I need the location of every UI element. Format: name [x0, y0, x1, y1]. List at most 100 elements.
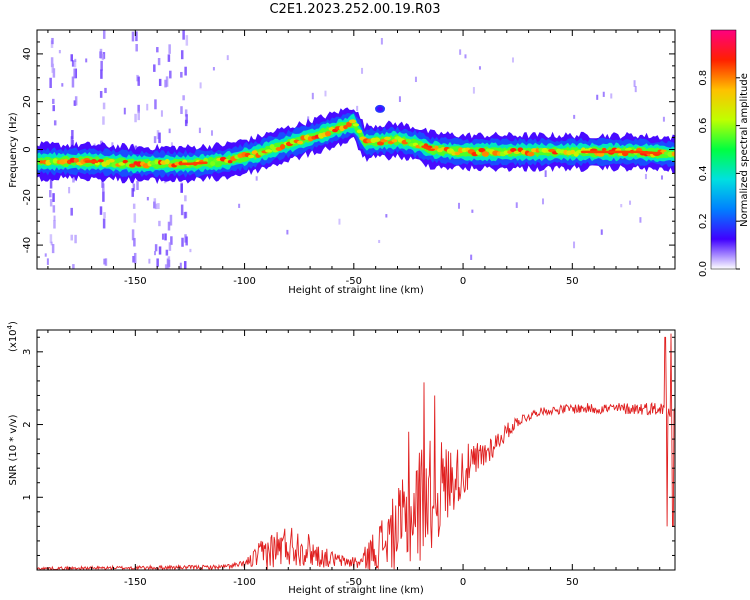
- noise-speckle: [103, 212, 106, 219]
- bottom-y-tick-label: 2: [22, 421, 33, 427]
- noise-speckle: [102, 116, 105, 125]
- ridge-blob: [324, 131, 332, 137]
- noise-speckle: [136, 180, 139, 190]
- noise-speckle: [137, 104, 140, 113]
- noise-speckle: [52, 193, 55, 202]
- ridge-blob: [348, 119, 357, 124]
- noise-speckle: [146, 196, 149, 201]
- noise-speckle: [226, 55, 229, 61]
- noise-speckle: [71, 60, 75, 67]
- spectral-ridge: [37, 104, 675, 184]
- noise-speckle: [49, 198, 53, 207]
- bottom-x-tick-label: 50: [566, 577, 579, 588]
- colorbar-tick-label: 0.8: [698, 70, 709, 86]
- top-x-label: Height of straight line (km): [288, 285, 424, 296]
- noise-speckle: [123, 107, 126, 115]
- colorbar-gradient: [710, 29, 737, 270]
- bottom-x-axis: -150 -100 -50 0 50: [47, 330, 661, 588]
- ridge-blob: [671, 151, 675, 157]
- noise-speckle: [511, 57, 514, 63]
- colorbar: 0.0 0.2 0.4 0.6 0.8 Normalized spectral ampl…: [698, 29, 750, 277]
- noise-speckle: [72, 264, 75, 269]
- noise-speckle: [44, 253, 47, 257]
- noise-speckle: [131, 31, 135, 42]
- noise-speckle: [620, 204, 623, 208]
- noise-speckle: [338, 218, 341, 225]
- noise-speckle: [153, 64, 156, 72]
- noise-speckle: [49, 190, 52, 198]
- noise-speckle: [184, 195, 187, 202]
- noise-speckle: [470, 254, 473, 260]
- colorbar-tick-label: 0.6: [698, 118, 709, 134]
- noise-speckle: [146, 103, 149, 111]
- noise-speckle: [165, 249, 169, 256]
- bottom-x-tick-label: -150: [124, 577, 147, 588]
- noise-speckle: [414, 76, 417, 83]
- noise-speckle: [102, 102, 106, 110]
- noise-speckle: [154, 99, 157, 110]
- noise-speckle: [103, 258, 106, 265]
- figure-title: C2E1.2023.252.00.19.R03: [269, 2, 441, 17]
- ridge-blob: [454, 151, 461, 156]
- noise-speckle: [660, 175, 663, 180]
- noise-speckle: [158, 132, 161, 144]
- ridge-blob: [343, 125, 348, 130]
- noise-speckle: [161, 233, 164, 240]
- noise-speckle: [131, 188, 134, 197]
- noise-speckle: [73, 68, 76, 79]
- noise-speckle: [464, 54, 467, 59]
- bottom-y-scale: (x104): [6, 321, 19, 352]
- top-y-tick-label: -40: [22, 237, 33, 253]
- noise-speckle: [167, 259, 170, 267]
- noise-speckle: [53, 215, 56, 221]
- noise-speckle: [324, 90, 327, 97]
- noise-speckle: [104, 258, 108, 266]
- noise-speckle: [167, 54, 171, 62]
- noise-speckle: [182, 30, 185, 40]
- noise-speckle: [99, 91, 103, 98]
- snr-line: [37, 333, 675, 570]
- noise-speckle: [385, 214, 388, 218]
- noise-speckle: [73, 100, 77, 106]
- noise-speckle: [156, 47, 159, 53]
- noise-speckle: [629, 200, 632, 205]
- noise-speckle: [544, 170, 547, 177]
- noise-speckle: [49, 77, 52, 88]
- noise-speckle: [104, 87, 107, 94]
- noise-speckle: [137, 111, 140, 121]
- noise-speckle: [164, 79, 167, 88]
- noise-speckle: [52, 98, 55, 104]
- noise-speckle: [515, 202, 518, 208]
- noise-speckle: [184, 109, 188, 117]
- noise-speckle: [168, 128, 171, 134]
- noise-speckle: [72, 176, 75, 183]
- ridge-blob: [280, 143, 286, 150]
- noise-speckle: [459, 49, 462, 55]
- noise-speckle: [596, 94, 599, 100]
- ridge-blob: [210, 161, 216, 166]
- noise-speckle: [85, 58, 88, 63]
- ridge-blob: [164, 158, 170, 165]
- noise-speckle: [135, 44, 138, 52]
- noise-speckle: [167, 221, 171, 231]
- noise-speckle: [182, 95, 185, 101]
- noise-speckle: [52, 205, 56, 213]
- noise-speckle: [189, 248, 192, 253]
- top-y-tick-label: -20: [22, 189, 33, 205]
- noise-speckle: [164, 233, 167, 241]
- ridge-blob: [478, 147, 486, 153]
- noise-speckle: [134, 113, 137, 123]
- colorbar-label: Normalized spectral amplitude: [739, 73, 750, 227]
- noise-speckle: [102, 191, 105, 202]
- noise-speckle: [471, 209, 474, 213]
- ridge-blob: [128, 163, 136, 168]
- noise-speckle: [644, 173, 647, 180]
- noise-speckle: [132, 183, 136, 192]
- snr-series: [37, 333, 675, 570]
- noise-speckle: [181, 237, 184, 247]
- noise-speckle: [168, 44, 171, 54]
- noise-speckle: [164, 264, 168, 269]
- noise-speckle: [180, 50, 184, 60]
- snr-panel: -150 -100 -50 0 50 1 2 3 Height of straight li…: [6, 321, 676, 596]
- noise-speckle: [153, 201, 156, 209]
